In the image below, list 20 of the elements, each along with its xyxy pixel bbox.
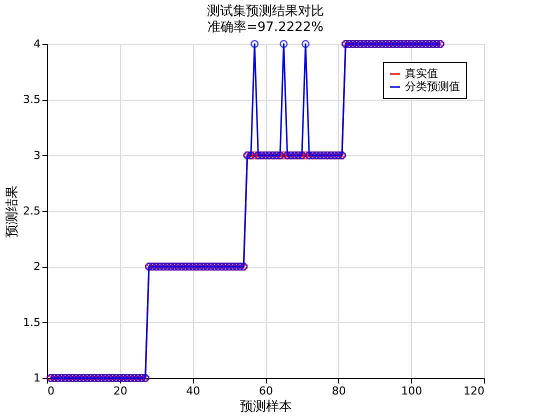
y-tick-label: 1	[34, 372, 40, 384]
x-tick-label: 120	[464, 384, 484, 398]
x-tick-label: 0	[48, 384, 54, 398]
chart-title: 测试集预测结果对比	[207, 4, 324, 19]
y-tick-label: 2.5	[23, 204, 40, 218]
y-tick-label: 4	[34, 38, 40, 50]
x-tick-label: 20	[113, 384, 128, 398]
x-tick-label: 80	[332, 384, 346, 398]
chart-subtitle: 准确率=97.2222%	[207, 19, 324, 35]
x-tick-label: 40	[186, 384, 200, 398]
y-tick-label: 3.5	[23, 93, 40, 106]
x-tick-label: 60	[259, 384, 273, 398]
y-axis-title: 预测结果	[5, 186, 20, 238]
x-axis-title: 预测样本	[240, 400, 292, 414]
x-tick-label: 100	[401, 384, 422, 398]
y-tick-label: 3	[34, 148, 40, 162]
y-tick-label: 2	[34, 260, 40, 274]
y-tick-label: 1.5	[23, 316, 40, 329]
legend-label: 分类预测值	[405, 80, 460, 93]
legend-label: 真实值	[405, 67, 438, 80]
